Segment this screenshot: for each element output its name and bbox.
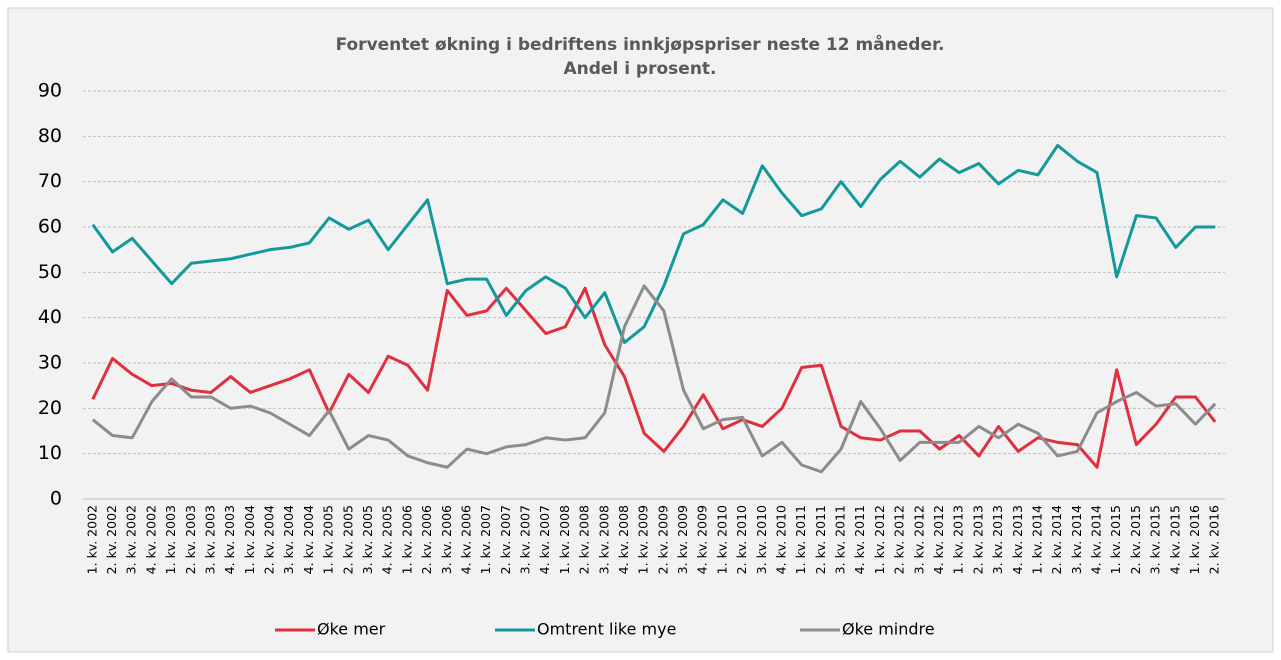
x-tick-label: 2. kv. 2007 [498,505,513,574]
x-tick-label: 4. kv. 2015 [1167,505,1182,574]
legend-label: Øke mer [317,620,386,639]
x-tick-label: 2. kv. 2011 [813,505,828,574]
x-tick-label: 3. kv. 2006 [439,505,454,574]
x-tick-label: 4. kv. 2011 [852,505,867,574]
y-tick-label: 20 [38,397,62,419]
x-tick-label: 1. kv. 2010 [714,505,729,574]
x-tick-label: 3. kv. 2002 [124,505,139,574]
x-tick-label: 1. kv. 2013 [951,505,966,574]
x-tick-label: 1. kv. 2006 [399,505,414,574]
x-tick-label: 1. kv. 2008 [557,505,572,574]
x-tick-label: 1. kv. 2012 [872,505,887,574]
x-tick-label: 4. kv. 2002 [143,505,158,574]
x-tick-label: 2. kv. 2012 [892,505,907,574]
x-tick-label: 1. kv. 2009 [636,505,651,574]
x-tick-label: 4. kv. 2004 [301,505,316,574]
series-line [91,286,1217,469]
x-tick-label: 2. kv. 2003 [183,505,198,574]
legend-label: Øke mindre [842,620,935,639]
x-tick-label: 1. kv. 2007 [478,505,493,574]
x-tick-label: 4. kv. 2014 [1089,505,1104,574]
x-tick-label: 4. kv. 2005 [380,505,395,574]
y-tick-label: 0 [50,488,62,510]
x-tick-label: 2. kv. 2006 [419,505,434,574]
x-tick-label: 3. kv. 2012 [911,505,926,574]
x-tick-label: 3. kv. 2005 [360,505,375,574]
x-tick-label: 2. kv. 2014 [1049,505,1064,574]
x-tick-label: 4. kv. 2012 [931,505,946,574]
x-tick-label: 3. kv. 2007 [518,505,533,574]
chart-subtitle: Andel i prosent. [563,59,716,79]
x-tick-label: 2. kv. 2016 [1207,505,1222,574]
x-tick-label: 4. kv. 2013 [1010,505,1025,574]
x-tick-label: 2. kv. 2009 [655,505,670,574]
y-tick-label: 40 [38,306,62,328]
x-tick-label: 1. kv. 2004 [242,505,257,574]
x-tick-label: 3. kv. 2008 [596,505,611,574]
x-tick-label: 2. kv. 2013 [970,505,985,574]
y-tick-label: 70 [38,170,62,192]
x-tick-label: 1. kv. 2015 [1108,505,1123,574]
x-tick-label: 2. kv. 2008 [577,505,592,574]
x-tick-label: 1. kv. 2014 [1029,505,1044,574]
x-tick-label: 3. kv. 2011 [833,505,848,574]
x-tick-label: 4. kv. 2006 [458,505,473,574]
x-tick-label: 3. kv. 2003 [202,505,217,574]
y-tick-label: 10 [38,442,62,464]
series-line [91,284,1217,474]
x-tick-label: 1. kv. 2005 [321,505,336,574]
x-tick-label: 3. kv. 2015 [1148,505,1163,574]
x-tick-label: 2. kv. 2010 [734,505,749,574]
x-tick-label: 4. kv. 2010 [773,505,788,574]
x-tick-label: 4. kv. 2008 [616,505,631,574]
x-tick-label: 1. kv. 2003 [163,505,178,574]
y-tick-label: 80 [38,125,62,147]
x-tick-label: 1. kv. 2016 [1187,505,1202,574]
x-tick-label: 2. kv. 2002 [104,505,119,574]
x-tick-label: 2. kv. 2015 [1128,505,1143,574]
y-tick-label: 50 [38,261,62,283]
x-tick-label: 4. kv. 2009 [695,505,710,574]
x-tick-label: 1. kv. 2011 [793,505,808,574]
x-tick-label: 4. kv. 2003 [222,505,237,574]
x-tick-label: 4. kv. 2007 [537,505,552,574]
y-tick-label: 60 [38,216,62,238]
x-tick-label: 2. kv. 2004 [262,505,277,574]
legend-label: Omtrent like mye [537,620,676,639]
y-tick-label: 90 [38,80,62,102]
x-tick-label: 3. kv. 2010 [754,505,769,574]
chart-title: Forventet økning i bedriftens innkjøpspr… [336,33,945,55]
x-tick-label: 2. kv. 2005 [340,505,355,574]
x-tick-label: 3. kv. 2014 [1069,505,1084,574]
x-tick-label: 3. kv. 2013 [990,505,1005,574]
series-line [91,143,1216,345]
y-tick-label: 30 [38,352,62,374]
x-tick-label: 3. kv. 2004 [281,505,296,574]
x-tick-label: 3. kv. 2009 [675,505,690,574]
x-tick-label: 1. kv. 2002 [84,505,99,574]
